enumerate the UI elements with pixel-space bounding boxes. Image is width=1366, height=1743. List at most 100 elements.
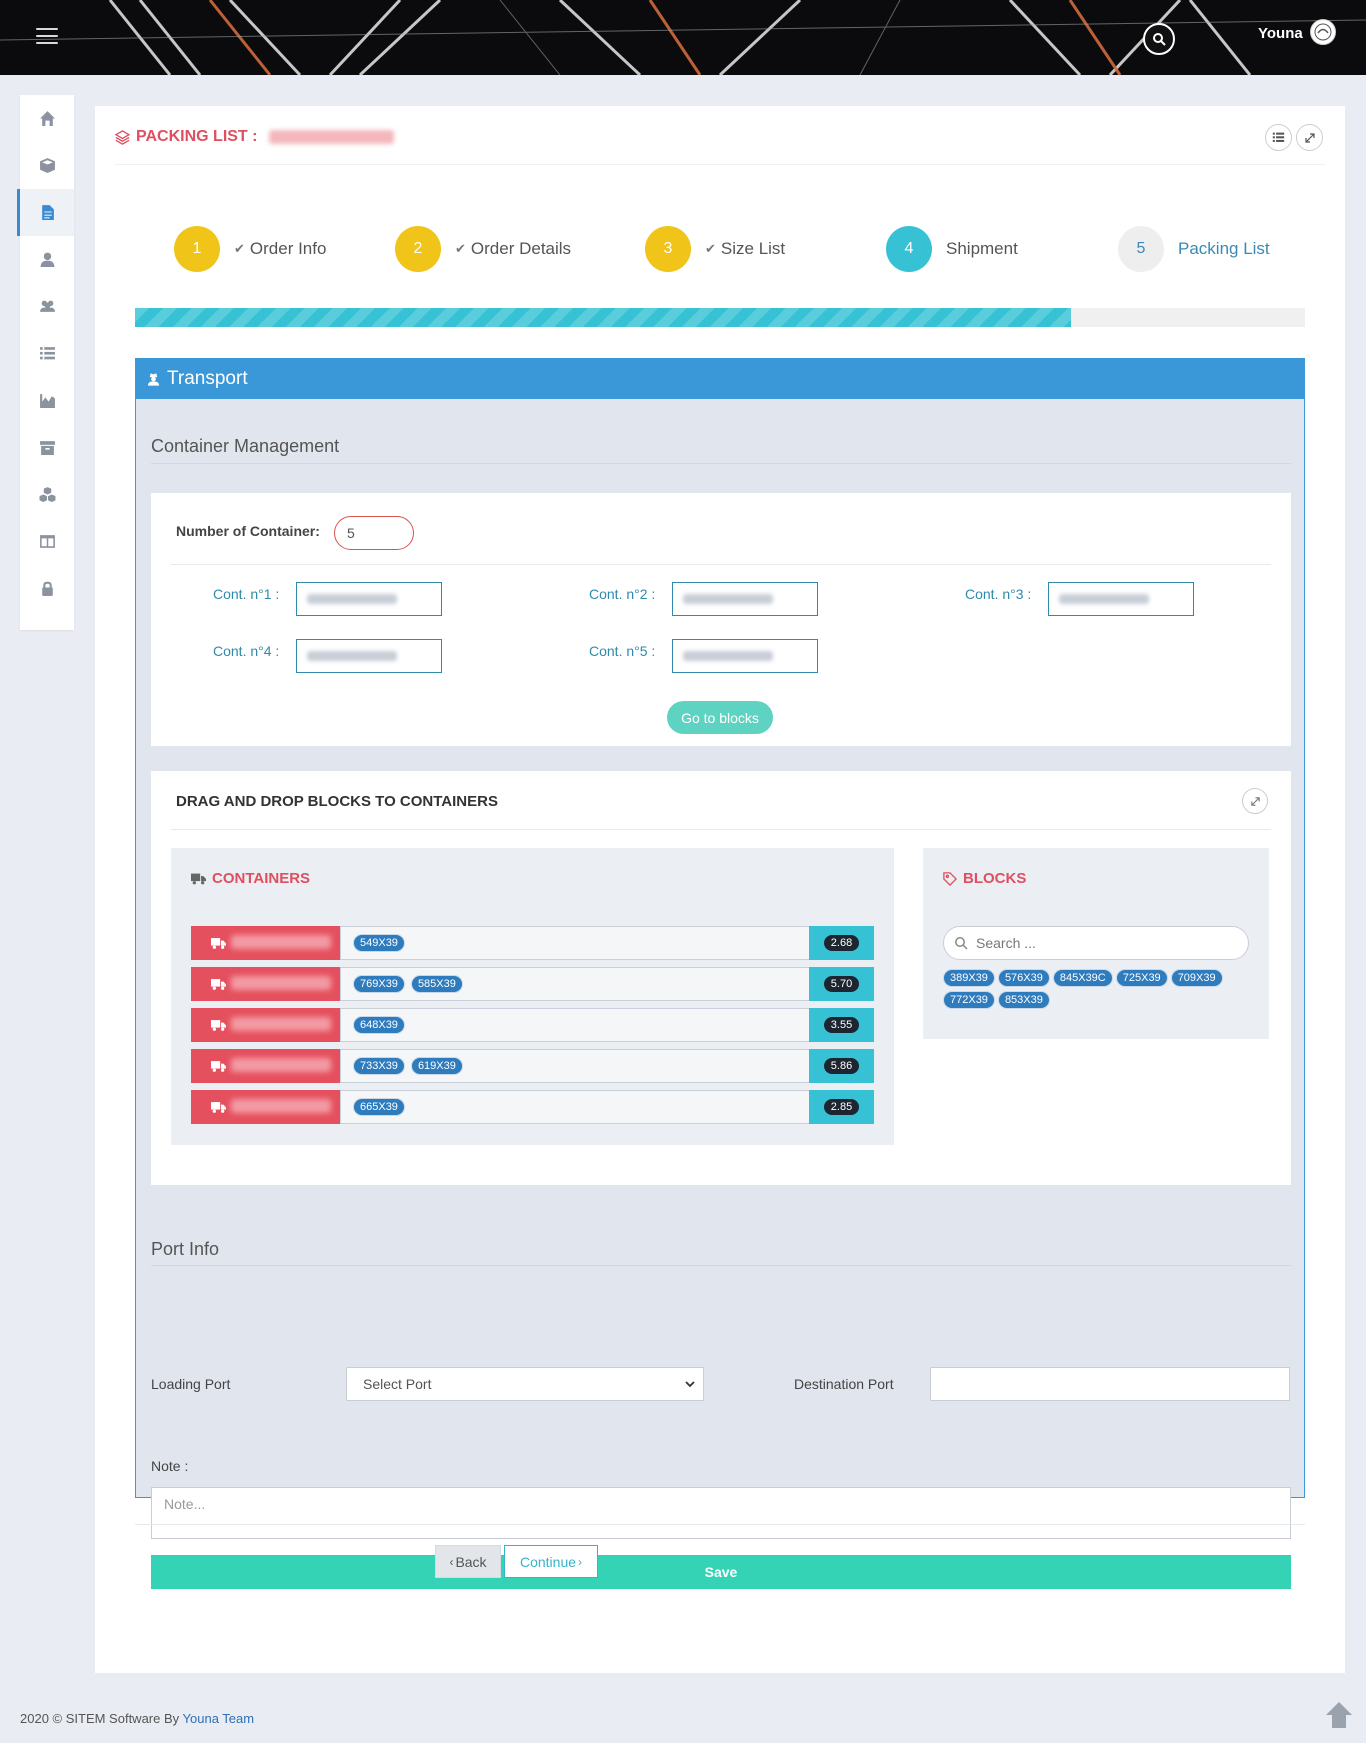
- user-icon: [40, 252, 54, 267]
- block-tag[interactable]: 648X39: [353, 1016, 405, 1034]
- block-tag[interactable]: 769X39: [353, 975, 405, 993]
- container-row[interactable]: 648X39 3.55: [191, 1008, 874, 1042]
- container-drop-zone[interactable]: 648X39: [340, 1008, 809, 1042]
- note-placeholder: Note...: [164, 1496, 206, 1512]
- container-drop-zone[interactable]: 769X39 585X39: [340, 967, 809, 1001]
- save-button[interactable]: Save: [151, 1555, 1291, 1589]
- block-tag[interactable]: 389X39: [943, 969, 995, 987]
- sidebar-item-list[interactable]: [20, 330, 74, 377]
- container-management-box: Number of Container: 5 Cont. n°1 : Cont.…: [151, 493, 1291, 746]
- number-of-container-input[interactable]: 5: [334, 516, 414, 550]
- continue-button[interactable]: Continue ›: [504, 1545, 598, 1578]
- footer: 2020 © SITEM Software By Youna Team: [20, 1711, 254, 1726]
- step-label: Order Info: [249, 239, 327, 258]
- fullscreen-button[interactable]: [1296, 124, 1323, 151]
- avatar[interactable]: [1310, 19, 1336, 45]
- redacted-value: [683, 651, 773, 661]
- block-tag[interactable]: 585X39: [410, 975, 463, 993]
- panel-header: PACKING LIST :: [115, 106, 1325, 165]
- sidebar: [17, 95, 74, 630]
- step-number: 3: [645, 226, 691, 272]
- sidebar-item-archive[interactable]: [20, 424, 74, 471]
- container-row[interactable]: 769X39 585X39 5.70: [191, 967, 874, 1001]
- sidebar-item-security[interactable]: [20, 565, 74, 612]
- check-icon: ✔: [705, 241, 716, 256]
- step-number: 1: [174, 226, 220, 272]
- expand-icon: [1250, 796, 1260, 806]
- menu-toggle-button[interactable]: [36, 28, 58, 44]
- note-textarea[interactable]: Note...: [151, 1487, 1291, 1539]
- container-row[interactable]: 549X39 2.68: [191, 926, 874, 960]
- destination-port-input[interactable]: [930, 1367, 1290, 1401]
- block-tag[interactable]: 549X39: [353, 934, 405, 952]
- home-icon: [39, 111, 55, 126]
- container-2-input[interactable]: [672, 582, 818, 616]
- wizard-step-size-list[interactable]: 3 ✔ Size List: [645, 226, 785, 272]
- block-tag[interactable]: 709X39: [1170, 969, 1223, 987]
- arrow-up-icon: [1326, 1702, 1352, 1728]
- container-volume: 2.68: [809, 926, 874, 960]
- sidebar-item-home[interactable]: [20, 95, 74, 142]
- username[interactable]: Youna: [1258, 25, 1303, 42]
- list-view-button[interactable]: [1265, 124, 1292, 151]
- sidebar-item-user[interactable]: [20, 236, 74, 283]
- block-tag[interactable]: 772X39: [943, 991, 995, 1009]
- search-button[interactable]: [1143, 23, 1175, 55]
- sidebar-item-stock[interactable]: [20, 471, 74, 518]
- wizard-step-shipment[interactable]: 4 Shipment: [886, 226, 1018, 272]
- block-tag[interactable]: 576X39: [997, 969, 1050, 987]
- container-3-input[interactable]: [1048, 582, 1194, 616]
- truck-icon: [211, 1019, 226, 1031]
- sidebar-item-products[interactable]: [20, 142, 74, 189]
- volume-badge: 2.68: [823, 935, 860, 951]
- container-drop-zone[interactable]: 733X39 619X39: [340, 1049, 809, 1083]
- block-tag[interactable]: 665X39: [353, 1098, 405, 1116]
- continue-label: Continue: [519, 1553, 577, 1570]
- container-1-input[interactable]: [296, 582, 442, 616]
- page-title: PACKING LIST :: [115, 128, 395, 146]
- search-icon: [1153, 33, 1166, 46]
- volume-badge: 3.55: [823, 1017, 860, 1033]
- block-tag[interactable]: 619X39: [410, 1057, 463, 1075]
- truck-icon: [211, 1101, 226, 1113]
- lock-icon: [41, 581, 53, 596]
- container-name: [191, 1049, 340, 1083]
- sidebar-item-layout[interactable]: [20, 518, 74, 565]
- block-tag[interactable]: 725X39: [1115, 969, 1168, 987]
- destination-port-label: Destination Port: [794, 1376, 894, 1392]
- back-button[interactable]: ‹ Back: [435, 1545, 501, 1578]
- container-drop-zone[interactable]: 549X39: [340, 926, 809, 960]
- blocks-search-input[interactable]: Search ...: [943, 926, 1249, 960]
- container-row[interactable]: 665X39 2.85: [191, 1090, 874, 1124]
- container-4-input[interactable]: [296, 639, 442, 673]
- containers-title: CONTAINERS: [191, 870, 310, 887]
- sidebar-item-documents[interactable]: [17, 189, 74, 236]
- wizard-step-packing-list[interactable]: 5 Packing List: [1118, 226, 1270, 272]
- sidebar-item-users[interactable]: [20, 283, 74, 330]
- divider: [171, 564, 1271, 565]
- container-volume: 5.70: [809, 967, 874, 1001]
- loading-port-select[interactable]: Select Port: [346, 1367, 704, 1401]
- scroll-to-top-button[interactable]: [1324, 1700, 1354, 1730]
- container-volume: 5.86: [809, 1049, 874, 1083]
- footer-text: 2020 © SITEM Software By: [20, 1711, 183, 1726]
- container-5-input[interactable]: [672, 639, 818, 673]
- layers-icon: [115, 129, 130, 145]
- wizard-step-order-details[interactable]: 2 ✔ Order Details: [395, 226, 571, 272]
- go-to-blocks-button[interactable]: Go to blocks: [667, 701, 773, 734]
- footer-team-link[interactable]: Youna Team: [182, 1711, 255, 1726]
- divider: [135, 1524, 1305, 1525]
- truck-icon: [211, 937, 226, 949]
- divider: [151, 1265, 1291, 1266]
- check-icon: ✔: [234, 241, 245, 256]
- wizard-step-order-info[interactable]: 1 ✔ Order Info: [174, 226, 326, 272]
- block-tag[interactable]: 733X39: [353, 1057, 405, 1075]
- container-row[interactable]: 733X39 619X39 5.86: [191, 1049, 874, 1083]
- truck-icon: [211, 978, 226, 990]
- step-number: 4: [886, 226, 932, 272]
- block-tag[interactable]: 845X39C: [1052, 969, 1113, 987]
- sidebar-item-factory[interactable]: [20, 377, 74, 424]
- container-drop-zone[interactable]: 665X39: [340, 1090, 809, 1124]
- drag-drop-fullscreen-button[interactable]: [1242, 788, 1268, 814]
- block-tag[interactable]: 853X39: [997, 991, 1050, 1009]
